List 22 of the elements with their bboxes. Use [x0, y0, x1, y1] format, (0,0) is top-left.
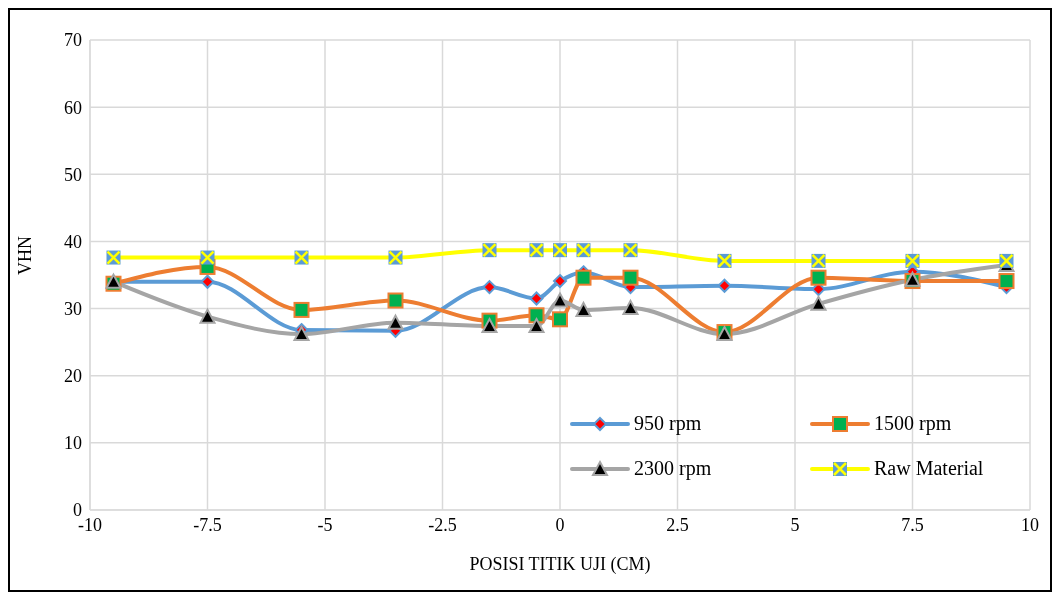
x-tick-label: -5 [317, 514, 333, 535]
y-tick-label: 10 [64, 433, 82, 454]
y-axis-title: VHN [15, 236, 36, 275]
legend-label: 2300 rpm [634, 457, 712, 480]
y-tick-label: 20 [64, 366, 82, 387]
legend-label: Raw Material [874, 457, 984, 480]
y-tick-label: 70 [64, 30, 82, 51]
x-tick-label: -2.5 [428, 514, 457, 535]
x-tick-label: -7.5 [193, 514, 222, 535]
x-tick-label: 7.5 [901, 514, 924, 535]
y-tick-label: 30 [64, 298, 82, 319]
x-axis-title: POSISI TITIK UJI (CM) [469, 554, 651, 575]
y-tick-label: 0 [73, 500, 82, 521]
x-tick-label: 2.5 [666, 514, 689, 535]
y-tick-label: 50 [64, 164, 82, 185]
x-tick-label: 0 [555, 514, 565, 535]
x-tick-label: 10 [1021, 514, 1039, 535]
x-tick-label: 5 [790, 514, 800, 535]
legend-label: 1500 rpm [874, 412, 952, 435]
y-tick-label: 40 [64, 231, 82, 252]
y-tick-label: 60 [64, 97, 82, 118]
legend-label: 950 rpm [634, 412, 702, 435]
